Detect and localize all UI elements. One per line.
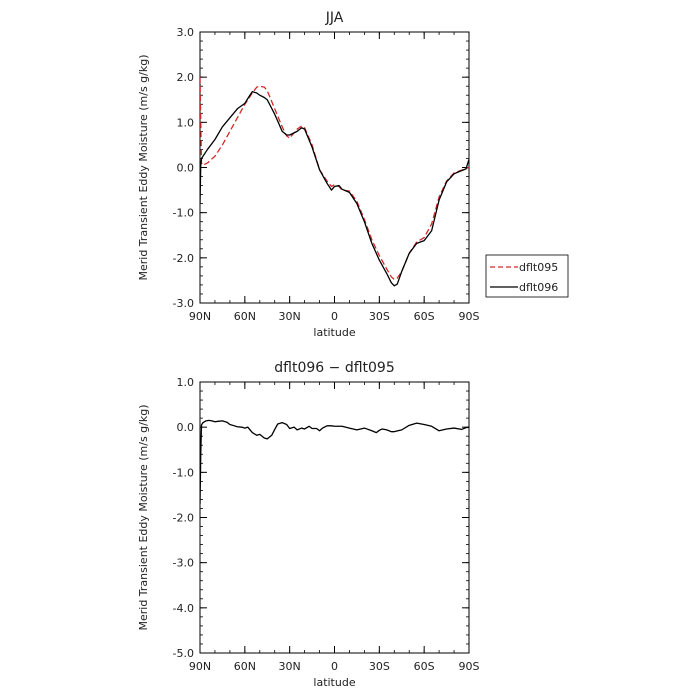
y-tick-label: 3.0 [177, 26, 195, 39]
y-tick-label: -1.0 [173, 207, 194, 220]
y-tick-label: 1.0 [177, 116, 195, 129]
x-tick-label: 30S [369, 310, 390, 323]
legend-label: dflt095 [519, 261, 558, 274]
y-axis-label: Merid Transient Eddy Moisture (m/s g/kg) [137, 54, 150, 280]
y-tick-label: -1.0 [173, 466, 194, 479]
y-tick-label: -4.0 [173, 602, 194, 615]
x-tick-label: 90S [459, 660, 480, 673]
chart-title: JJA [325, 10, 344, 26]
legend-label: dflt096 [519, 281, 558, 294]
x-tick-label: 30N [279, 660, 301, 673]
x-tick-label: 0 [331, 660, 338, 673]
plot-frame [199, 31, 470, 304]
x-tick-label: 60S [414, 660, 435, 673]
x-axis-label: latitude [313, 676, 355, 689]
series-line-dflt095 [200, 77, 469, 281]
series-group [200, 77, 469, 287]
x-tick-label: 60N [234, 310, 256, 323]
y-tick-label: 0.0 [177, 421, 195, 434]
plot-frame [199, 381, 470, 654]
x-tick-label: 90N [189, 310, 211, 323]
x-tick-label: 60S [414, 310, 435, 323]
series-line-dflt096 [200, 90, 469, 287]
x-tick-label: 0 [331, 310, 338, 323]
chart-panel-1: JJA -3.0 -2.0 -1.0 0.0 1.0 2.0 3.0 90N 60N 30N 0 30S… [137, 10, 569, 339]
x-axis-label: latitude [313, 326, 355, 339]
y-tick-label: -2.0 [173, 252, 194, 265]
chart-title: dflt096 − dflt095 [274, 360, 394, 376]
y-tick-label: -2.0 [173, 512, 194, 525]
x-tick-label: 90S [459, 310, 480, 323]
series-group [200, 419, 469, 504]
y-tick-label: -5.0 [173, 647, 194, 660]
y-tick-label: 1.0 [177, 376, 195, 389]
y-tick-label: 0.0 [177, 162, 195, 175]
y-tick-label: -3.0 [173, 557, 194, 570]
legend-box [485, 254, 569, 298]
legend: dflt095 dflt096 [485, 254, 569, 298]
y-axis-label: Merid Transient Eddy Moisture (m/s g/kg) [137, 404, 150, 630]
y-tick-label: -3.0 [173, 297, 194, 310]
x-tick-label: 30S [369, 660, 390, 673]
x-tick-label: 90N [189, 660, 211, 673]
y-tick-label: 2.0 [177, 71, 195, 84]
x-tick-label: 30N [279, 310, 301, 323]
x-tick-label: 60N [234, 660, 256, 673]
chart-panel-2: dflt096 − dflt095 -5.0 -4.0 -3.0 -2.0 -1.0 0.0… [137, 360, 480, 689]
series-line-dflt096 − dflt095 [200, 419, 469, 504]
